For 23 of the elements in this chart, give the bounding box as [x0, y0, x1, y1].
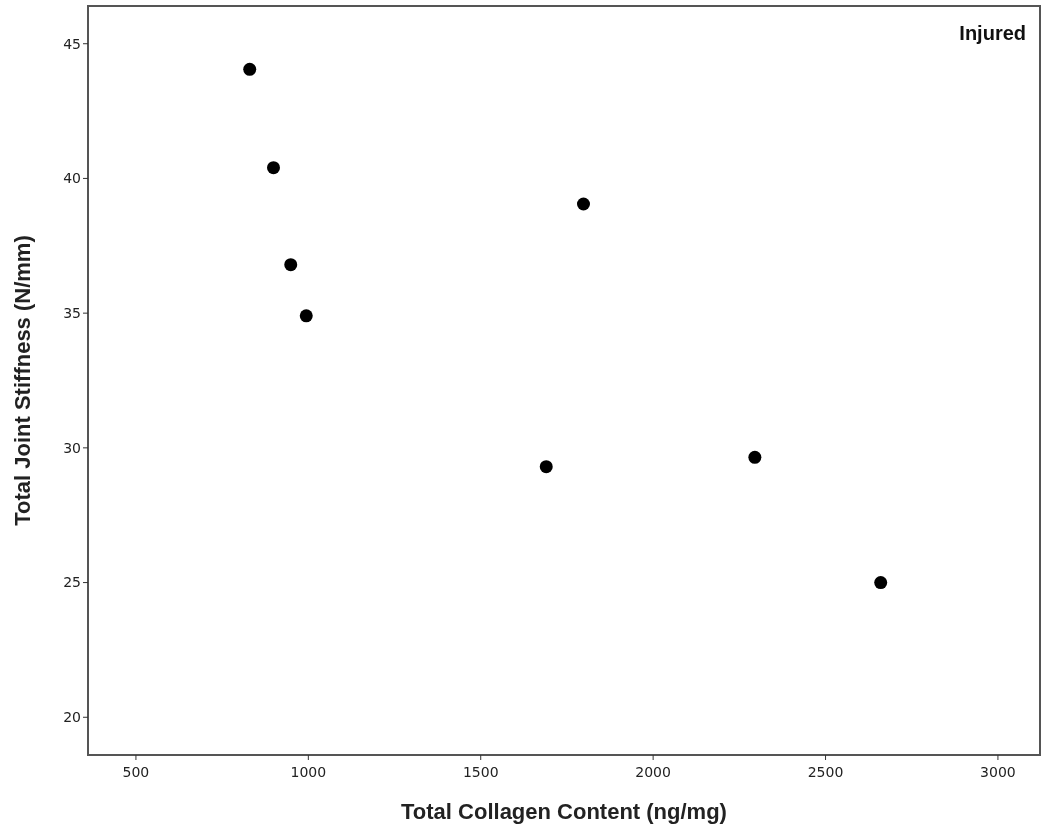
annotation: Injured	[959, 22, 1026, 44]
y-tick-label: 25	[63, 574, 81, 591]
point	[874, 576, 888, 590]
point	[284, 258, 298, 272]
x-tick-label: 2500	[807, 764, 844, 780]
x-tick-label: 2000	[635, 764, 671, 780]
y-tick-label: 40	[63, 170, 81, 187]
x-tick-label: 1500	[462, 764, 499, 780]
y-tick-label: 20	[63, 709, 81, 726]
x-axis-title: Total Collagen Content (ng/mg)	[401, 799, 727, 824]
point	[267, 161, 280, 175]
y-tick-label: 35	[63, 305, 81, 322]
point	[299, 309, 313, 323]
x-tick-label: 3000	[980, 764, 1016, 780]
y-tick-label: 30	[63, 439, 81, 456]
point	[243, 62, 257, 76]
x-tick-label: 1000	[290, 764, 327, 780]
point	[748, 450, 762, 464]
y-axis-title: Total Joint Stiffness (N/mm)	[10, 235, 35, 526]
x-tick-label: 500	[122, 764, 150, 780]
y-tick-label: 45	[63, 35, 81, 52]
point	[539, 460, 553, 474]
point	[576, 197, 590, 211]
